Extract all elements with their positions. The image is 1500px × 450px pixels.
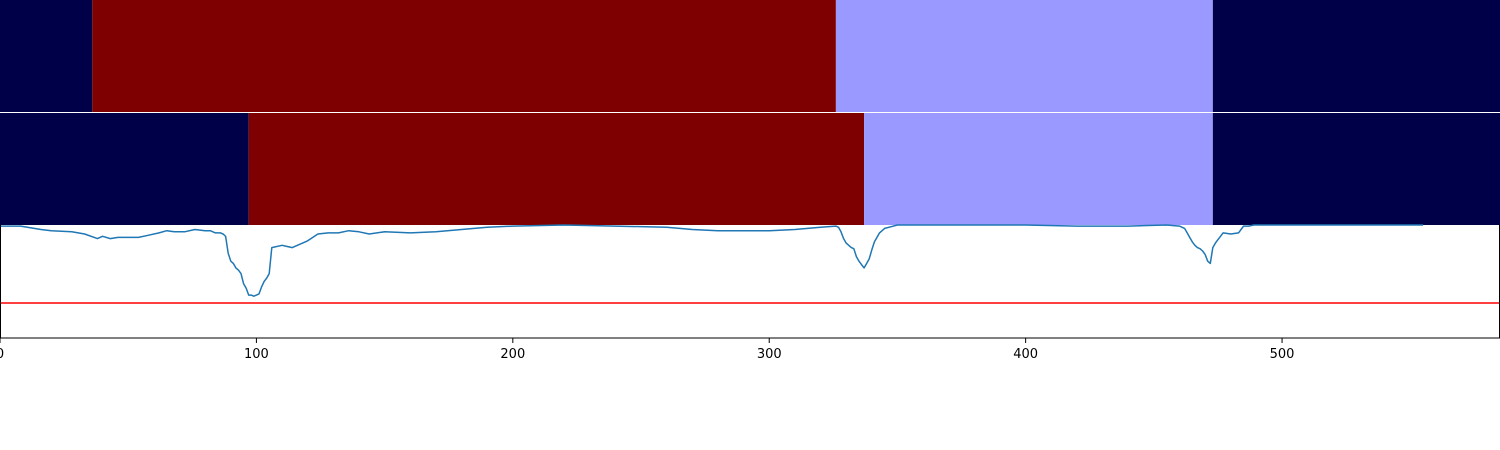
x-tick-label: 400 (1013, 347, 1038, 362)
series-line (0, 224, 1424, 297)
segment-track-2 (0, 113, 1500, 225)
segment-tracks (0, 0, 1500, 225)
line-panel-background (0, 225, 1500, 338)
segment-navy (0, 113, 249, 225)
segment-navy (1212, 113, 1500, 225)
segment-red (248, 113, 865, 225)
segment-navy (0, 0, 93, 112)
x-tick-label: 100 (244, 347, 269, 362)
segment-track-1 (0, 0, 1500, 112)
x-tick-label: 200 (500, 347, 525, 362)
x-tick-label: 500 (1270, 347, 1295, 362)
segment-lavender (835, 0, 1213, 112)
x-tick-label: 0 (0, 347, 4, 362)
x-tick-label: 300 (757, 347, 782, 362)
line-panel (0, 224, 1500, 339)
segment-navy (1212, 0, 1500, 112)
segment-red (92, 0, 836, 112)
segment-lavender (864, 113, 1213, 225)
x-axis: 0 100 200 300 400 500 (0, 338, 1294, 362)
